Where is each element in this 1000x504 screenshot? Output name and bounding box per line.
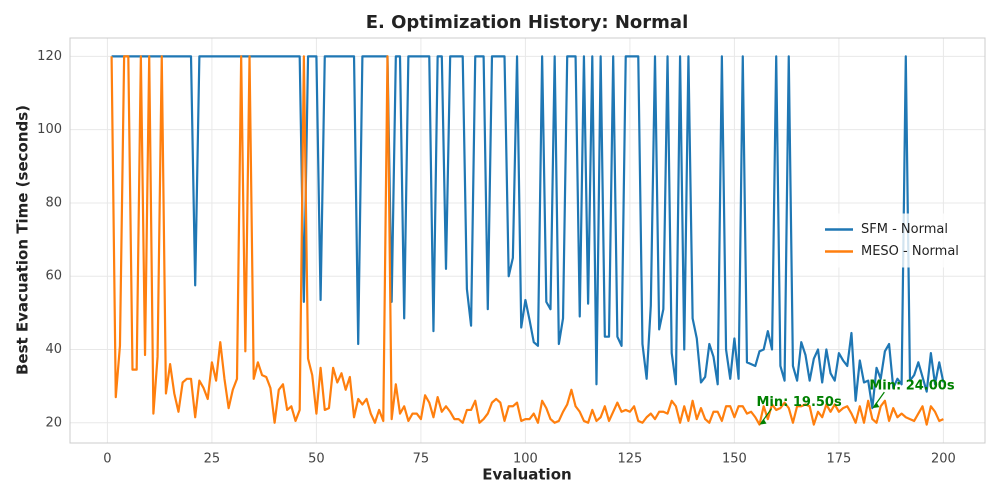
- y-tick-label: 20: [45, 415, 62, 430]
- x-axis-label: Evaluation: [482, 466, 571, 484]
- x-tick-label: 0: [103, 452, 111, 467]
- x-tick-label: 150: [722, 452, 747, 467]
- series-line: [110, 55, 944, 426]
- y-tick-label: 100: [37, 122, 62, 137]
- y-tick-label: 40: [45, 342, 62, 357]
- x-tick-label: 125: [617, 452, 642, 467]
- chart-title: E. Optimization History: Normal: [366, 12, 689, 33]
- plot-frame: [69, 37, 986, 444]
- x-tick-label: 50: [308, 452, 325, 467]
- y-tick-label: 120: [37, 49, 62, 64]
- legend-box: [817, 213, 977, 268]
- x-tick-label: 75: [413, 452, 430, 467]
- annotation-text: Min: 24.00s: [869, 379, 954, 394]
- y-axis-label: Best Evacuation Time (seconds): [14, 105, 32, 375]
- x-tick-label: 175: [826, 452, 851, 467]
- legend-label: MESO - Normal: [861, 244, 959, 259]
- x-tick-label: 100: [513, 452, 538, 467]
- y-tick-label: 80: [45, 195, 62, 210]
- annotation-text: Min: 19.50s: [756, 395, 841, 410]
- legend-label: SFM - Normal: [861, 222, 948, 237]
- annotation-arrowhead: [872, 402, 880, 409]
- x-tick-label: 200: [931, 452, 956, 467]
- y-tick-label: 60: [45, 269, 62, 284]
- x-tick-label: 25: [204, 452, 221, 467]
- annotation-arrowhead: [759, 418, 767, 425]
